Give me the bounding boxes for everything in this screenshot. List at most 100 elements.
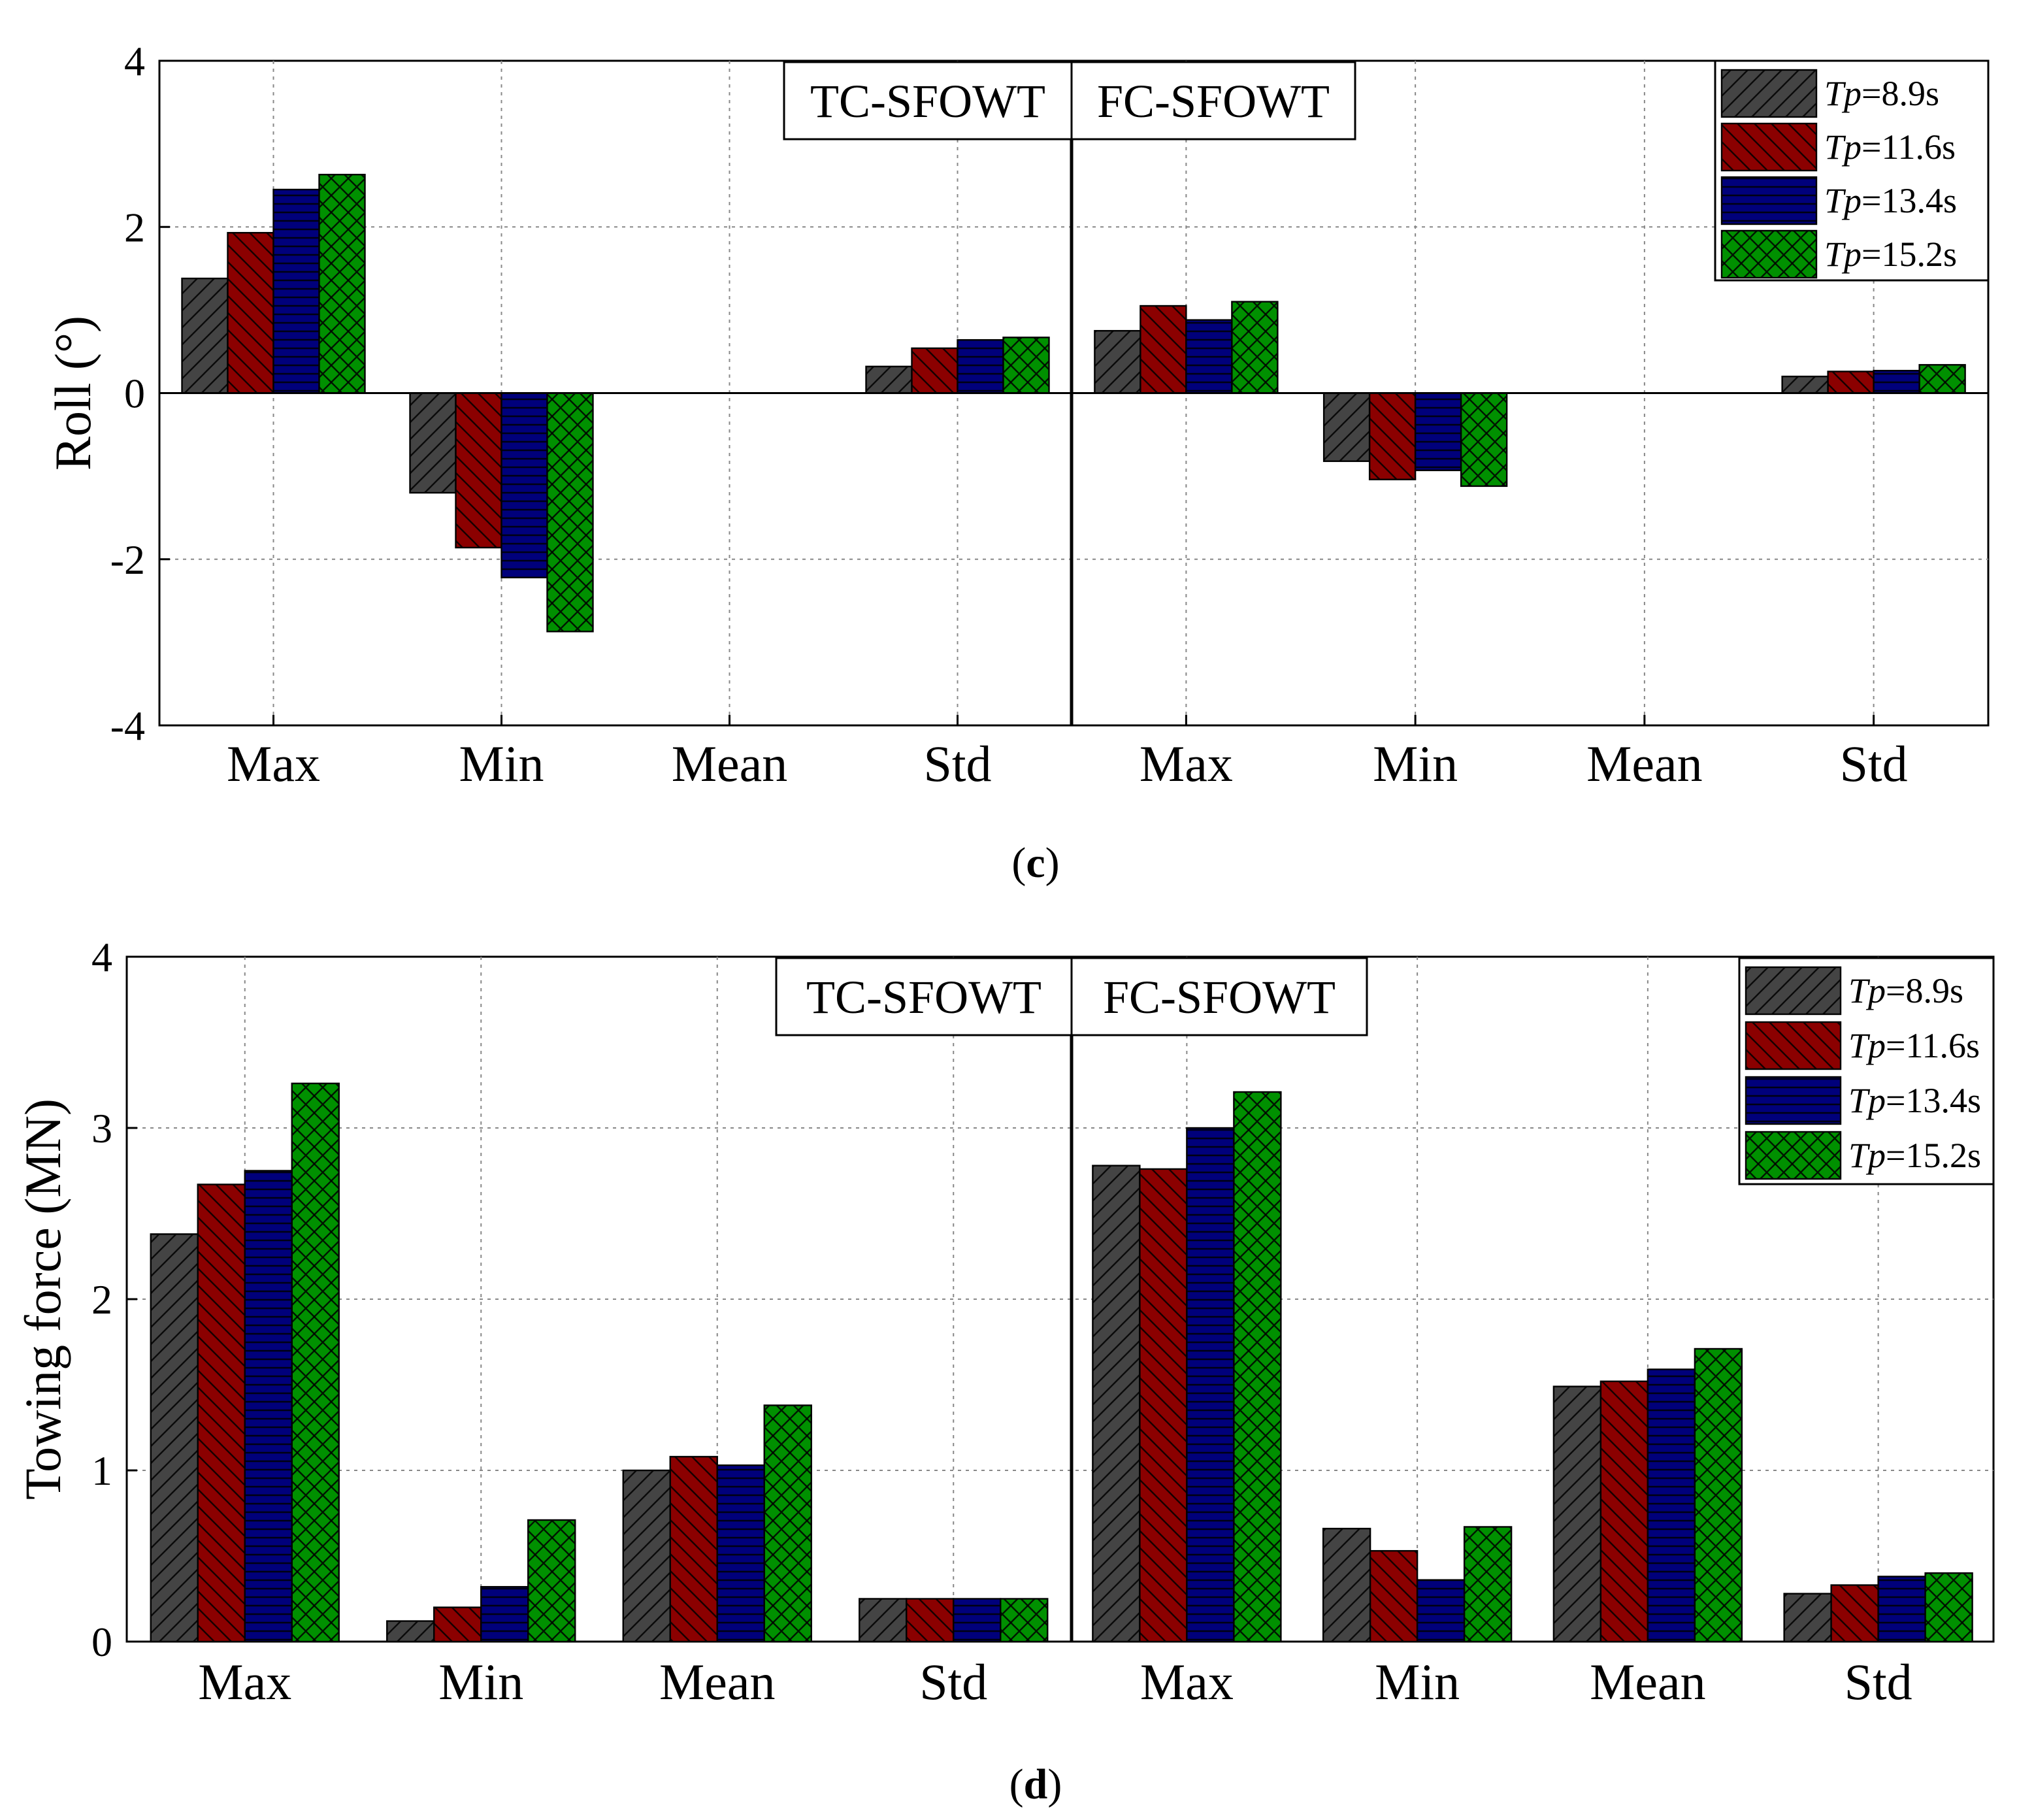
bar-d-tc-sfowt-std-s2 <box>953 1598 1002 1643</box>
x-category-label: Min <box>1375 1653 1460 1710</box>
bar-c-tc-sfowt-std-s1 <box>911 347 959 394</box>
legend-swatch <box>1720 122 1818 172</box>
y-tick-label: 1 <box>91 1448 112 1494</box>
bar-d-fc-sfowt-std-s0 <box>1783 1593 1832 1643</box>
y-tick-label: 4 <box>91 934 112 980</box>
bar-d-fc-sfowt-std-s3 <box>1924 1572 1973 1643</box>
x-category-label: Max <box>198 1653 291 1710</box>
bar-d-tc-sfowt-max-s1 <box>197 1183 246 1643</box>
group-label-box <box>783 61 1073 141</box>
bar-c-tc-sfowt-max-s0 <box>181 277 229 394</box>
x-category-label: Max <box>1140 735 1233 792</box>
y-tick-label: 3 <box>91 1105 112 1151</box>
bar-d-fc-sfowt-min-s3 <box>1463 1526 1513 1643</box>
y-tick-label: 4 <box>124 38 145 84</box>
bar-c-fc-sfowt-max-s0 <box>1094 329 1141 394</box>
bar-d-tc-sfowt-max-s3 <box>291 1082 340 1643</box>
bar-d-tc-sfowt-min-s2 <box>480 1585 529 1643</box>
bar-d-tc-sfowt-min-s1 <box>433 1606 482 1643</box>
legend-swatch <box>1720 229 1818 279</box>
bar-d-fc-sfowt-min-s0 <box>1322 1527 1371 1643</box>
legend-entry: Tp=8.9s <box>1848 971 1963 1010</box>
bar-d-fc-sfowt-std-s1 <box>1830 1584 1879 1643</box>
bar-d-fc-sfowt-std-s2 <box>1877 1576 1926 1643</box>
bar-c-fc-sfowt-max-s3 <box>1231 301 1279 394</box>
bar-c-fc-sfowt-max-s2 <box>1185 319 1233 394</box>
y-tick-label: -2 <box>110 537 145 583</box>
bar-c-tc-sfowt-max-s3 <box>318 173 366 394</box>
bar-d-fc-sfowt-min-s2 <box>1416 1579 1466 1643</box>
towing-force-chart: 0 1 2 3 4 Max Min Mean Std Max Min Mean Std TC-SFOWT F… <box>14 934 1995 1710</box>
bar-d-fc-sfowt-max-s1 <box>1139 1168 1188 1643</box>
legend-entry: Tp=11.6s <box>1824 127 1956 167</box>
bar-d-fc-sfowt-mean-s0 <box>1552 1385 1602 1643</box>
bar-c-tc-sfowt-std-s0 <box>865 365 913 394</box>
x-category-label: Std <box>1840 735 1908 792</box>
bar-d-tc-sfowt-min-s3 <box>527 1519 576 1643</box>
legend-entry: Tp=11.6s <box>1848 1026 1980 1065</box>
x-category-label: Max <box>227 735 320 792</box>
bar-d-tc-sfowt-std-s0 <box>859 1598 908 1643</box>
bar-c-fc-sfowt-min-s3 <box>1460 392 1508 488</box>
x-category-label: Min <box>438 1653 523 1710</box>
x-category-label: Std <box>1845 1653 1912 1710</box>
bar-d-fc-sfowt-max-s0 <box>1092 1165 1141 1643</box>
legend-swatch <box>1720 69 1818 118</box>
bar-d-fc-sfowt-min-s1 <box>1369 1549 1419 1643</box>
group-label-box <box>1070 957 1368 1036</box>
group-label: TC-SFOWT <box>806 971 1042 1023</box>
bar-c-tc-sfowt-max-s2 <box>272 188 320 394</box>
legend-swatch <box>1720 176 1818 225</box>
bar-d-tc-sfowt-std-s1 <box>906 1598 955 1643</box>
legend-swatch <box>1745 1076 1842 1125</box>
bar-d-fc-sfowt-mean-s2 <box>1647 1368 1696 1643</box>
y-tick-label: 0 <box>91 1619 112 1665</box>
x-category-label: Mean <box>1590 1653 1706 1710</box>
bar-c-fc-sfowt-min-s1 <box>1368 392 1417 480</box>
bar-c-tc-sfowt-min-s0 <box>409 392 457 494</box>
x-category-label: Mean <box>659 1653 776 1710</box>
bar-d-tc-sfowt-max-s0 <box>150 1233 199 1643</box>
bar-d-tc-sfowt-std-s3 <box>1000 1598 1049 1643</box>
roll-chart: -4 -2 0 2 4 Max Min Mean Std Max Min Mean Std TC-SFOW… <box>44 38 1990 792</box>
group-label-box <box>1070 61 1356 141</box>
bar-d-fc-sfowt-max-s2 <box>1186 1127 1235 1643</box>
y-tick-label: -4 <box>110 703 145 749</box>
bar-c-tc-sfowt-std-s3 <box>1002 337 1050 394</box>
bar-d-fc-sfowt-mean-s3 <box>1694 1348 1743 1643</box>
x-category-label: Mean <box>1586 735 1703 792</box>
bar-c-fc-sfowt-max-s1 <box>1140 305 1187 394</box>
x-category-label: Mean <box>672 735 788 792</box>
bar-c-tc-sfowt-max-s1 <box>227 231 274 394</box>
y-tick-label: 2 <box>124 204 145 250</box>
y-axis-label: Roll (°) <box>44 316 101 471</box>
bar-c-tc-sfowt-min-s1 <box>455 392 502 549</box>
x-category-label: Min <box>1373 735 1458 792</box>
x-category-label: Max <box>1140 1653 1234 1710</box>
bar-c-fc-sfowt-std-s2 <box>1873 369 1920 394</box>
bar-c-fc-sfowt-std-s3 <box>1918 364 1966 394</box>
bar-d-fc-sfowt-max-s3 <box>1233 1091 1282 1643</box>
y-tick-label: 0 <box>124 371 145 417</box>
caption-c: (c) <box>1011 839 1059 887</box>
bar-d-tc-sfowt-mean-s1 <box>669 1455 718 1643</box>
group-label-box <box>775 957 1073 1036</box>
bar-d-tc-sfowt-mean-s0 <box>622 1469 671 1643</box>
bar-d-fc-sfowt-mean-s1 <box>1599 1380 1649 1643</box>
caption-d: (d) <box>1009 1761 1062 1808</box>
y-tick-label: 2 <box>91 1276 112 1323</box>
bar-c-fc-sfowt-std-s1 <box>1827 371 1875 394</box>
group-label: FC-SFOWT <box>1097 75 1330 127</box>
bar-c-fc-sfowt-min-s0 <box>1322 392 1371 462</box>
y-axis-label: Towing force (MN) <box>14 1099 71 1500</box>
legend-swatch <box>1745 1131 1842 1180</box>
x-category-label: Std <box>919 1653 987 1710</box>
bar-c-fc-sfowt-std-s0 <box>1781 375 1829 394</box>
group-label: TC-SFOWT <box>810 75 1045 127</box>
bar-d-tc-sfowt-min-s0 <box>386 1620 435 1643</box>
bar-c-tc-sfowt-min-s2 <box>500 392 548 578</box>
legend-entry: Tp=13.4s <box>1824 181 1957 220</box>
legend-entry: Tp=15.2s <box>1848 1136 1981 1175</box>
